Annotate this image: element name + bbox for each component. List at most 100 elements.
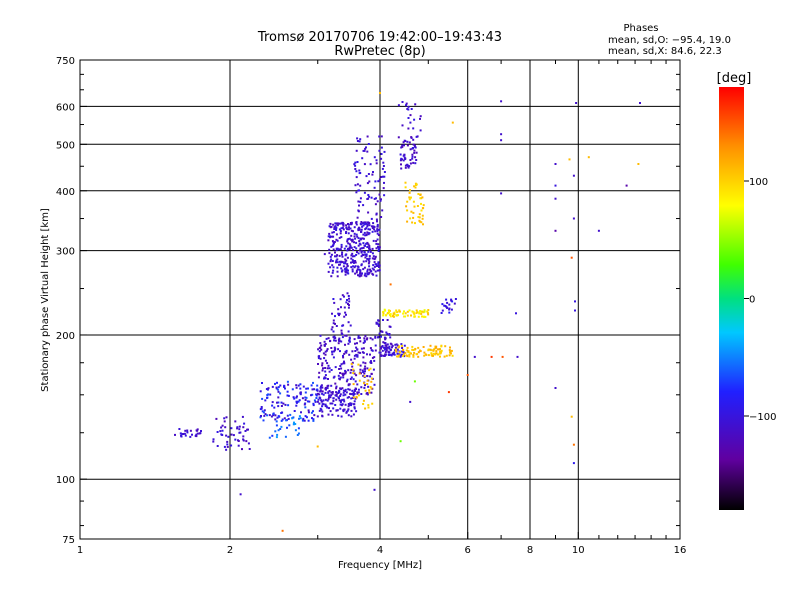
data-point [377, 262, 380, 265]
data-point [398, 309, 401, 312]
data-point [349, 324, 352, 327]
data-point [368, 247, 370, 250]
data-point [346, 265, 349, 267]
data-point [196, 432, 199, 435]
data-point [352, 413, 355, 416]
data-point [404, 164, 407, 167]
data-point [335, 238, 338, 241]
data-point [242, 435, 245, 438]
data-point [349, 371, 352, 374]
data-point [335, 222, 338, 225]
data-point [277, 415, 280, 418]
data-point [321, 405, 324, 408]
data-point [353, 255, 356, 258]
data-point [186, 429, 189, 432]
data-point [363, 382, 365, 385]
data-point [332, 319, 335, 322]
data-point [358, 227, 361, 230]
data-point [324, 353, 327, 356]
data-point [234, 438, 237, 441]
data-point [408, 309, 411, 312]
data-point [354, 380, 357, 383]
data-point [336, 247, 339, 250]
data-point [337, 308, 340, 311]
data-point [328, 232, 331, 235]
data-point [358, 268, 360, 271]
data-point [625, 184, 628, 187]
data-point [344, 273, 347, 276]
data-point [570, 256, 573, 259]
data-point [297, 427, 300, 430]
data-point [299, 387, 302, 390]
data-point [354, 184, 357, 187]
data-point [418, 219, 421, 222]
data-point [312, 381, 314, 384]
data-point [336, 239, 339, 242]
data-point [350, 358, 353, 361]
data-point [305, 387, 308, 390]
data-point [311, 388, 314, 391]
data-point [369, 367, 372, 370]
data-point [365, 254, 368, 257]
data-point [351, 252, 354, 255]
data-point [306, 400, 309, 403]
data-point [354, 237, 357, 240]
data-point [400, 163, 402, 166]
data-point [226, 440, 229, 443]
data-point [271, 434, 274, 437]
x-tick-label: 8 [527, 545, 533, 556]
data-point [237, 444, 240, 447]
data-point [322, 399, 325, 402]
data-point [407, 117, 410, 119]
data-point [344, 254, 347, 257]
data-point [279, 384, 282, 387]
data-point [377, 335, 380, 338]
data-point [330, 384, 333, 387]
data-point [319, 346, 322, 349]
data-point [367, 385, 370, 388]
data-point [350, 246, 353, 249]
data-point [360, 251, 363, 254]
data-point [321, 392, 324, 395]
data-point [186, 431, 189, 434]
data-point [341, 398, 344, 401]
data-point [378, 193, 381, 196]
data-point [383, 150, 386, 153]
data-point [277, 429, 280, 432]
data-point [281, 529, 284, 532]
data-point [329, 255, 332, 258]
data-point [364, 362, 367, 365]
data-point [369, 270, 372, 273]
data-point [412, 354, 415, 356]
data-point [322, 367, 324, 370]
data-point [352, 230, 354, 233]
data-point [328, 390, 331, 392]
data-point [245, 440, 248, 443]
data-point [355, 170, 358, 173]
data-point [351, 268, 354, 271]
data-point [377, 180, 380, 183]
data-point [330, 225, 333, 228]
data-point [372, 171, 374, 173]
data-point [367, 228, 370, 231]
data-point [324, 391, 327, 394]
data-point [314, 400, 317, 403]
data-point [332, 400, 335, 402]
data-point [334, 315, 336, 318]
data-point [393, 351, 395, 354]
data-point [448, 349, 451, 352]
data-point [325, 349, 328, 352]
data-point [415, 135, 418, 138]
data-point [410, 196, 412, 199]
data-point [443, 355, 446, 358]
data-point [352, 383, 355, 386]
data-point [337, 342, 340, 345]
data-point [374, 180, 377, 183]
data-point [326, 362, 329, 365]
data-point [440, 345, 443, 348]
y-tick-label: 750 [56, 56, 75, 67]
data-point [319, 357, 322, 360]
data-point [359, 247, 362, 250]
data-point [333, 301, 336, 304]
data-point [224, 426, 227, 429]
